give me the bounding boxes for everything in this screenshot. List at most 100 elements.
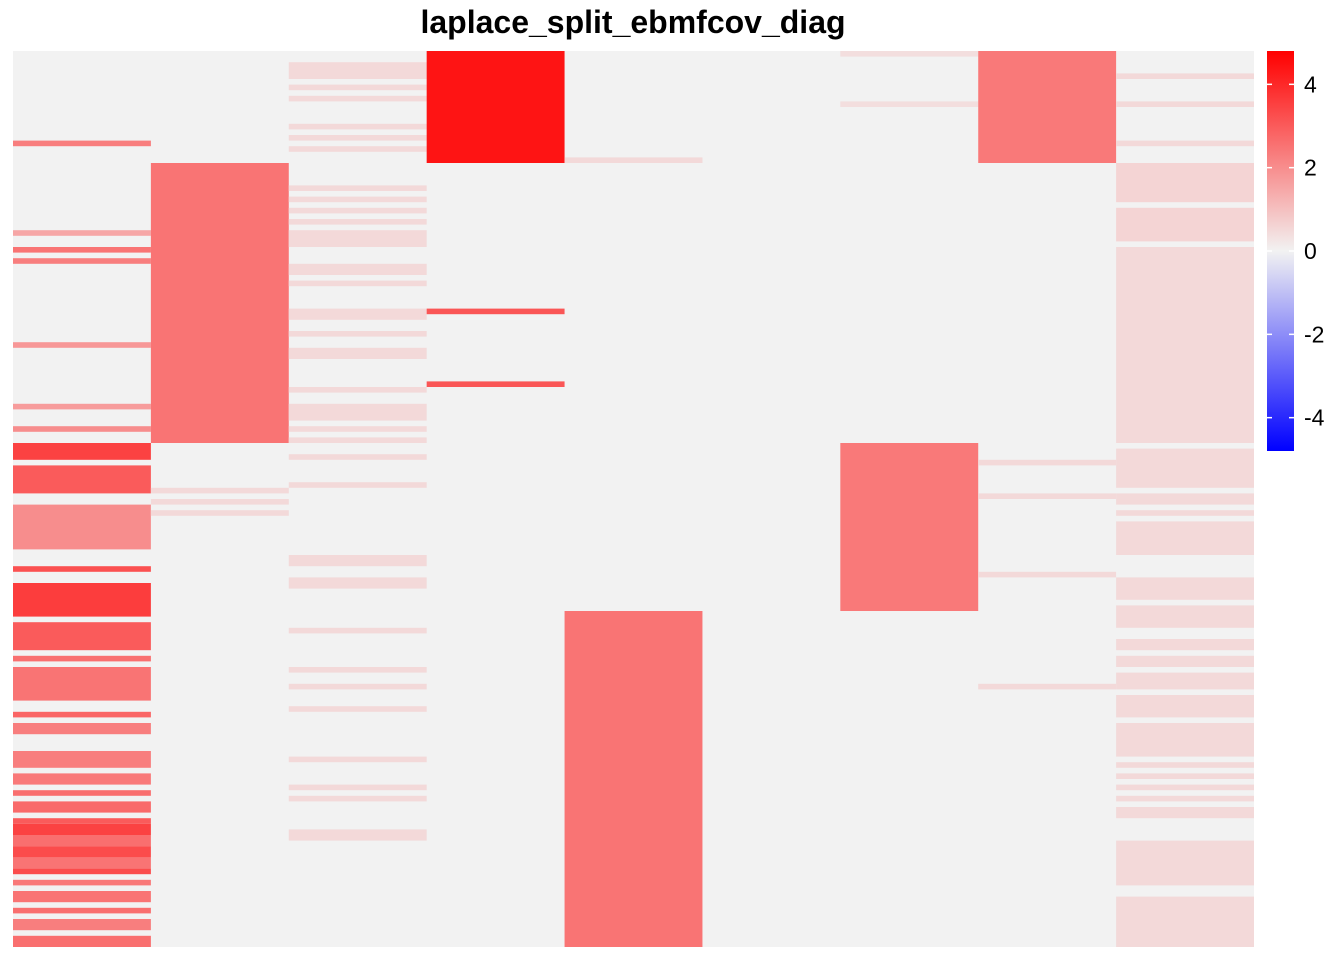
heatmap-cell: [288, 185, 427, 191]
heatmap-cell: [1116, 840, 1254, 886]
heatmap-cell: [1116, 521, 1254, 555]
heatmap-column-3: [288, 62, 427, 841]
heatmap-cell: [288, 403, 427, 421]
heatmap-cell: [13, 258, 151, 264]
color-legend: 4 2 0 -2 -4: [1267, 51, 1325, 451]
heatmap-cell: [288, 230, 427, 247]
heatmap-cell: [1116, 672, 1254, 690]
heatmap-column-4: [426, 51, 565, 387]
heatmap-cell: [288, 219, 427, 225]
heatmap-column-5: [564, 157, 703, 947]
heatmap-cell: [1116, 655, 1254, 667]
heatmap-cell: [288, 387, 427, 393]
heatmap-cell: [13, 342, 151, 348]
heatmap-cell: [1116, 795, 1254, 802]
chart-title: laplace_split_ebmfcov_diag: [420, 4, 846, 40]
heatmap-cell: [13, 823, 151, 835]
heatmap-cell: [13, 935, 151, 947]
heatmap-cell: [840, 51, 979, 57]
heatmap-cell: [288, 795, 427, 802]
heatmap-cell: [150, 510, 289, 516]
heatmap-cell: [1116, 896, 1254, 947]
heatmap-cell: [288, 627, 427, 634]
legend-tick-label: -2: [1304, 321, 1324, 347]
heatmap-cell: [13, 667, 151, 701]
heatmap-cell: [1116, 493, 1254, 505]
heatmap-column-7: [840, 51, 979, 611]
heatmap-cell: [288, 280, 427, 287]
heatmap-cell: [564, 611, 703, 947]
heatmap-column-2: [150, 163, 289, 516]
heatmap-cell: [13, 583, 151, 617]
heatmap-cell: [978, 51, 1117, 163]
heatmap-cell: [13, 247, 151, 253]
heatmap-cell: [840, 101, 979, 107]
heatmap-cell: [288, 683, 427, 690]
heatmap-cell: [13, 790, 151, 796]
heatmap-cell: [288, 308, 427, 320]
heatmap-cell: [288, 62, 427, 79]
heatmap-column-1: [13, 140, 151, 947]
heatmap-cell: [1116, 784, 1254, 791]
heatmap-cell: [426, 51, 565, 163]
heatmap-cell: [13, 919, 151, 931]
heatmap-cell: [978, 683, 1117, 690]
heatmap-cell: [288, 706, 427, 712]
heatmap-cell: [13, 504, 151, 550]
heatmap-cell: [288, 454, 427, 460]
heatmap-cell: [288, 95, 427, 102]
heatmap-cell: [288, 196, 427, 203]
heatmap-cell: [1116, 247, 1254, 443]
heatmap-cell: [13, 655, 151, 662]
heatmap-cell: [426, 381, 565, 387]
legend-tick-label: 2: [1304, 155, 1317, 181]
heatmap-column-8: [978, 51, 1117, 690]
heatmap-cell: [288, 577, 427, 589]
heatmap-cell: [13, 891, 151, 903]
heatmap-cell: [288, 829, 427, 841]
heatmap-cell: [1116, 807, 1254, 819]
heatmap-cell: [1116, 207, 1254, 242]
heatmap-cell: [1116, 448, 1254, 488]
heatmap-cell: [288, 263, 427, 275]
heatmap-cell: [13, 465, 151, 494]
heatmap-plot-area: [13, 51, 1254, 947]
heatmap-cell: [1116, 773, 1254, 779]
heatmap-cell: [1116, 140, 1254, 147]
heatmap-cell: [13, 403, 151, 410]
heatmap-cell: [288, 667, 427, 673]
heatmap-cell: [288, 437, 427, 443]
heatmap-cell: [288, 146, 427, 152]
heatmap-cell: [13, 751, 151, 768]
heatmap-cell: [1116, 695, 1254, 718]
heatmap-cell: [13, 622, 151, 651]
heatmap-cell: [840, 443, 979, 611]
heatmap-cell: [13, 773, 151, 785]
heatmap-cell: [13, 140, 151, 147]
heatmap-cell: [13, 868, 151, 875]
heatmap-cell: [288, 784, 427, 791]
heatmap-cell: [150, 163, 289, 443]
heatmap-cell: [13, 857, 151, 869]
heatmap-cell: [13, 566, 151, 572]
heatmap-cell: [288, 555, 427, 567]
heatmap-cell: [288, 482, 427, 488]
heatmap-cell: [1116, 163, 1254, 203]
heatmap-cell: [978, 571, 1117, 578]
legend-tick-label: 0: [1304, 238, 1317, 264]
heatmap-cell: [288, 207, 427, 214]
heatmap-cell: [288, 135, 427, 141]
legend-tick-label: -4: [1304, 405, 1325, 431]
heatmap-cell: [288, 426, 427, 432]
heatmap-cell: [13, 426, 151, 432]
heatmap-cell: [288, 84, 427, 91]
heatmap-cell: [1116, 639, 1254, 651]
heatmap-cell: [426, 308, 565, 315]
heatmap-cell: [13, 711, 151, 718]
heatmap-cell: [978, 459, 1117, 466]
heatmap-cell: [150, 487, 289, 494]
legend-tick-label: 4: [1304, 71, 1317, 97]
heatmap-cell: [13, 230, 151, 236]
heatmap-cell: [1116, 101, 1254, 107]
